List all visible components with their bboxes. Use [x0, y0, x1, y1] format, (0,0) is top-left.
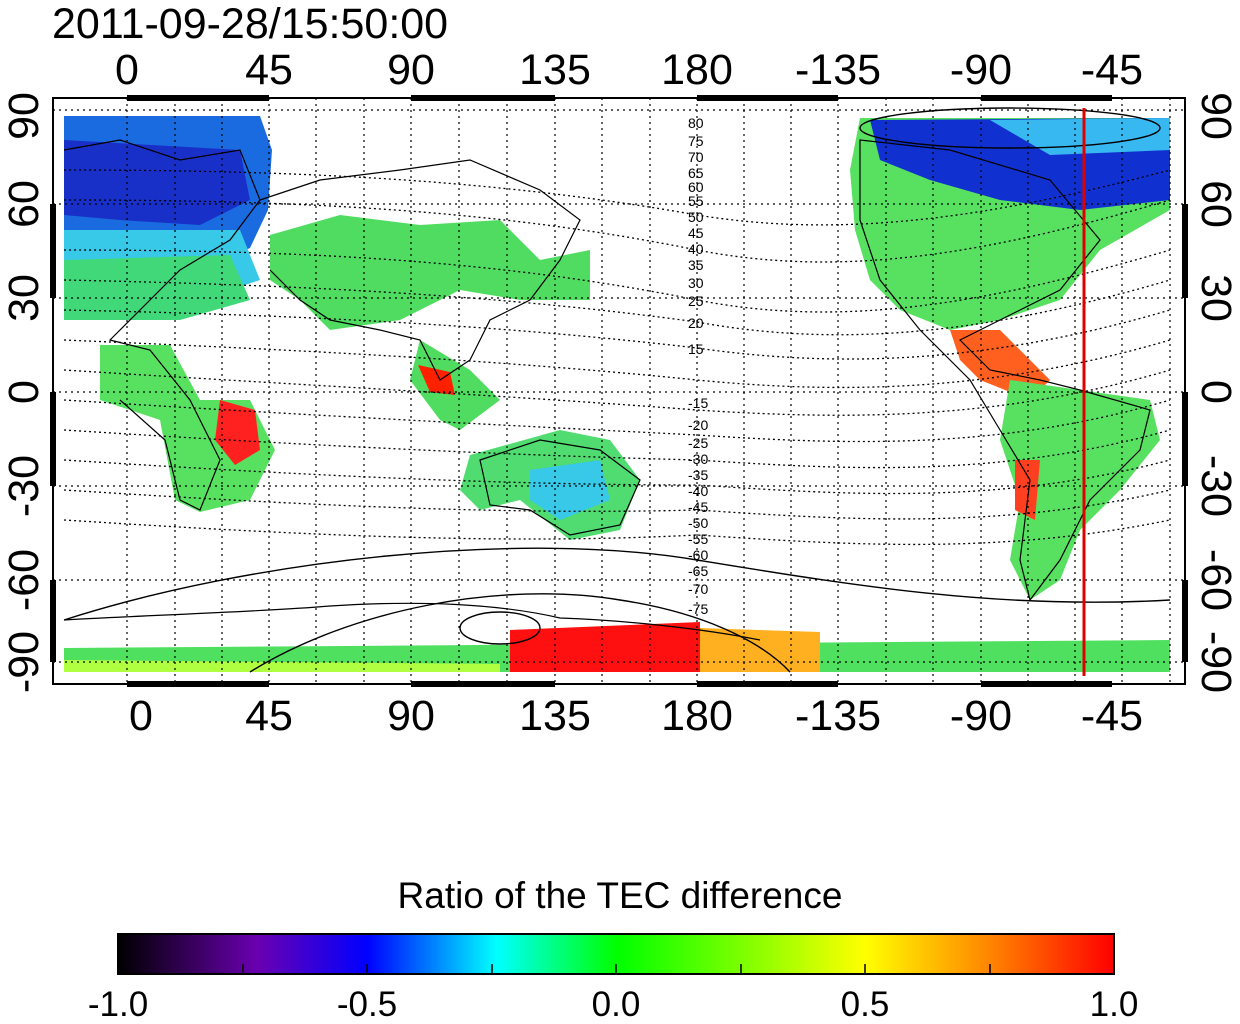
- colorbar-tick: -0.5: [336, 985, 398, 1024]
- south-america-data: [1000, 380, 1160, 600]
- africa-data: [100, 345, 275, 512]
- southeast-asia-data: [410, 340, 500, 430]
- contour-label: -75: [688, 601, 708, 617]
- graticule: [53, 98, 1185, 684]
- antarctica-orange: [700, 628, 820, 672]
- antarctica-red: [510, 622, 700, 672]
- contour-label: 70: [688, 149, 704, 165]
- colorbar-tick: 0.0: [591, 985, 641, 1024]
- contour-label: -55: [688, 531, 708, 547]
- colorbar-title: Ratio of the TEC difference: [397, 875, 843, 916]
- contour-label: -50: [688, 515, 708, 531]
- contour-label: 50: [688, 209, 704, 225]
- coastlines: [63, 139, 1151, 641]
- contour-label: 45: [688, 225, 704, 241]
- bottom-lon-tick: -135: [794, 692, 882, 740]
- bottom-lon-tick: 0: [129, 692, 153, 740]
- magnetic-contours: [63, 169, 1171, 546]
- top-lon-tick: -90: [949, 46, 1013, 94]
- bottom-lon-tick: 90: [387, 692, 435, 740]
- contour-label-group: 80 75 70 65 60 55 50 45 40 35 30 25 20 1…: [688, 115, 708, 617]
- australia-cyan: [530, 460, 610, 520]
- contour-label: -70: [688, 581, 708, 597]
- map-title: 2011-09-28/15:50:00: [52, 0, 449, 48]
- colorbar-minor-ticks: [242, 964, 991, 974]
- antarctica-yellow: [64, 660, 500, 672]
- contour-label: -60: [688, 547, 708, 563]
- bottom-lon-tick: -90: [949, 692, 1013, 740]
- asia-data: [270, 215, 590, 330]
- contour-label: 80: [688, 115, 704, 131]
- contour-label: 15: [688, 341, 704, 357]
- contour-label: 60: [688, 179, 704, 195]
- contour-label: -65: [688, 563, 708, 579]
- contour-label: -40: [688, 483, 708, 499]
- bottom-lon-tick: 45: [245, 692, 293, 740]
- polar-contours: [63, 107, 1171, 673]
- contour-label: -20: [688, 417, 708, 433]
- contour-label: -30: [688, 451, 708, 467]
- southeast-asia-red: [418, 365, 455, 395]
- contour-label: 25: [688, 293, 704, 309]
- contour-label: 65: [688, 165, 704, 181]
- top-lon-tick: 135: [519, 46, 591, 94]
- bottom-lon-tick: 180: [661, 692, 733, 740]
- contour-label: 40: [688, 241, 704, 257]
- contour-label: 20: [688, 315, 704, 331]
- top-lon-tick: -135: [794, 46, 882, 94]
- africa-red: [215, 400, 260, 465]
- frame-bars: [50, 95, 1188, 687]
- arctic-cyan: [990, 118, 1170, 155]
- top-lon-tick: 90: [387, 46, 435, 94]
- top-lon-tick: 0: [115, 46, 139, 94]
- europe-green: [64, 255, 250, 320]
- contour-label: -25: [688, 435, 708, 451]
- top-lon-tick: 180: [661, 46, 733, 94]
- contour-label: -45: [688, 499, 708, 515]
- colorbar-tick: 1.0: [1089, 985, 1139, 1024]
- contour-label: -15: [688, 395, 708, 411]
- contour-label: 30: [688, 275, 704, 291]
- top-lon-tick: -45: [1080, 46, 1144, 94]
- top-lon-tick: 45: [245, 46, 293, 94]
- contour-label: 75: [688, 133, 704, 149]
- bottom-lon-tick: -45: [1080, 692, 1144, 740]
- south-america-red: [1015, 460, 1040, 520]
- colorbar-tick: -1.0: [87, 985, 149, 1024]
- contour-label: 35: [688, 257, 704, 273]
- bottom-lon-tick: 135: [519, 692, 591, 740]
- tec-data-patches: [64, 116, 1170, 672]
- contour-label: 55: [688, 193, 704, 209]
- contour-label: -35: [688, 467, 708, 483]
- colorbar-tick: 0.5: [840, 985, 890, 1024]
